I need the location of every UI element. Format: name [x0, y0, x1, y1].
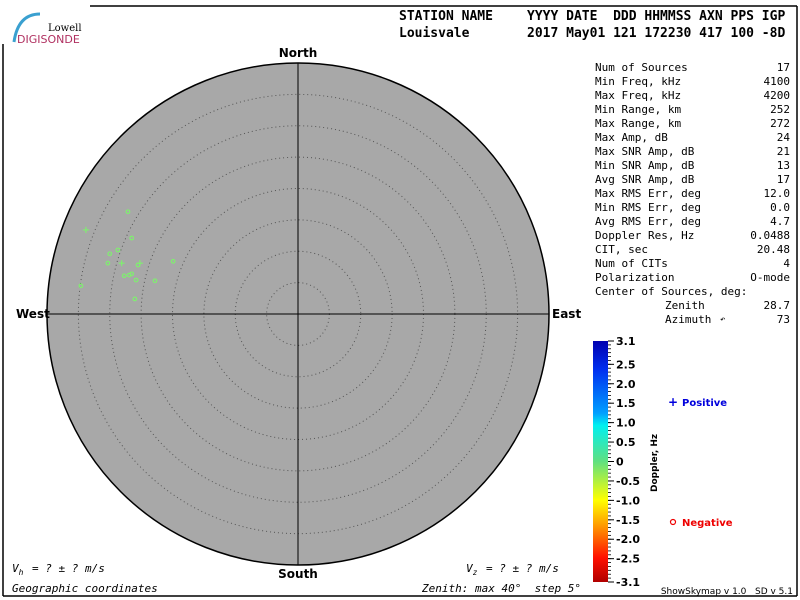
source-point-positive	[118, 260, 125, 267]
source-point-negative	[133, 277, 139, 283]
logo-line2: DIGISONDE	[17, 33, 80, 46]
header-values: 2017 May01 121 172230 417 100 -8D	[527, 26, 785, 41]
source-point-negative	[129, 235, 135, 241]
stat-label: Doppler Res, Hz	[595, 229, 694, 242]
stat-label: CIT, sec	[595, 243, 648, 256]
source-point-negative	[121, 273, 127, 279]
stat-value: 0.0488	[750, 229, 790, 242]
source-point-positive	[136, 260, 143, 267]
colorbar-tick-label: -2.0	[616, 533, 640, 546]
stat-label: Num of CITs	[595, 257, 668, 270]
stat-value: 252	[770, 103, 790, 116]
compass-north: North	[279, 46, 317, 60]
stat-value: 4	[783, 257, 790, 270]
source-point-negative	[115, 247, 121, 253]
center-label: Center of Sources, deg:	[595, 285, 747, 298]
header-station-label: STATION NAME	[399, 9, 493, 24]
version-label: ShowSkymap v 1.0 SD v 5.1	[661, 587, 793, 597]
stat-value: 20.48	[757, 243, 790, 256]
center-azimuth-label: Azimuth	[665, 313, 711, 326]
plus-icon: +	[668, 395, 678, 409]
colorbar-tick-label: -0.5	[616, 475, 640, 488]
stat-label: Avg RMS Err, deg	[595, 215, 701, 228]
colorbar-title: Doppler, Hz	[650, 434, 660, 492]
colorbar-ticks: 3.1 2.5 2.0 1.5 1.0 0.5 0 -0.5 -1.0 -1.5 -2.0 -2.5 -…	[608, 335, 640, 589]
stat-value: 21	[777, 145, 790, 158]
stat-label: Max Amp, dB	[595, 131, 668, 144]
compass-west: West	[16, 307, 50, 321]
center-zenith-value: 28.7	[764, 299, 791, 312]
source-point-negative	[132, 296, 138, 302]
compass-south: South	[278, 567, 318, 581]
source-point-negative	[107, 251, 113, 257]
header-columns-label: YYYY DATE DDD HHMMSS AXN PPS IGP	[527, 9, 785, 24]
center-azimuth-value: 73	[777, 313, 790, 326]
sources	[78, 209, 176, 302]
compass-east: East	[552, 307, 581, 321]
stat-label: Min RMS Err, deg	[595, 201, 701, 214]
stat-label: Max Range, km	[595, 117, 681, 130]
stat-value: 4.7	[770, 215, 790, 228]
vh-value: = ? ± ? m/s	[32, 562, 105, 575]
source-point-negative	[125, 209, 131, 215]
legend-positive: Positive	[682, 398, 727, 409]
stat-value: 4100	[764, 75, 791, 88]
azimuth-arrow-icon: ↶	[720, 315, 725, 325]
zenith-info: Zenith: max 40° step 5°	[421, 582, 581, 595]
stat-value: 17	[777, 61, 790, 74]
center-zenith-label: Zenith	[665, 299, 705, 312]
stat-value: 12.0	[764, 187, 791, 200]
vz-symbol: Vz	[466, 562, 478, 577]
vh-symbol: Vh	[12, 562, 24, 577]
stat-label: Max SNR Amp, dB	[595, 145, 695, 158]
lowell-digisonde-logo: Lowell DIGISONDE	[12, 12, 82, 46]
colorbar-tick-label: -2.5	[616, 553, 640, 566]
colorbar-tick-label: 3.1	[616, 335, 636, 348]
stat-label: Min SNR Amp, dB	[595, 159, 695, 172]
stat-value: 24	[777, 131, 791, 144]
header-station: Louisvale	[399, 26, 470, 41]
stat-value: 17	[777, 173, 790, 186]
stat-label: Avg SNR Amp, dB	[595, 173, 695, 186]
stat-label: Min Freq, kHz	[595, 75, 681, 88]
stat-value: 4200	[764, 89, 791, 102]
stat-label: Max Freq, kHz	[595, 89, 681, 102]
stat-value: 272	[770, 117, 790, 130]
source-point-positive	[82, 226, 89, 233]
colorbar-tick-label: 0.5	[616, 436, 636, 449]
circle-icon	[669, 518, 677, 526]
colorbar-tick-label: -1.0	[616, 494, 640, 507]
sky-map	[46, 62, 550, 566]
colorbar-tick-label: 1.0	[616, 417, 636, 430]
colorbar-tick-label: -3.1	[616, 576, 640, 589]
coords-label: Geographic coordinates	[12, 582, 158, 595]
stat-value: O-mode	[750, 271, 790, 284]
stat-label: Max RMS Err, deg	[595, 187, 701, 200]
colorbar-tick-label: 2.5	[616, 358, 636, 371]
stat-label: Polarization	[595, 271, 674, 284]
colorbar-tick-label: 0	[616, 456, 624, 469]
vz-value: = ? ± ? m/s	[486, 562, 559, 575]
doppler-colorbar	[593, 341, 608, 582]
source-point-negative	[170, 258, 176, 264]
source-point-negative	[105, 260, 111, 266]
stat-value: 13	[777, 159, 790, 172]
source-point-negative	[152, 278, 158, 284]
logo-line1: Lowell	[48, 23, 82, 34]
colorbar-tick-label: 2.0	[616, 378, 636, 391]
legend-negative: Negative	[682, 518, 733, 529]
frame	[2, 5, 798, 597]
source-point-negative	[78, 283, 84, 289]
colorbar-tick-label: -1.5	[616, 514, 640, 527]
stat-label: Num of Sources	[595, 61, 688, 74]
colorbar-tick-label: 1.5	[616, 397, 636, 410]
stat-label: Min Range, km	[595, 103, 681, 116]
stat-value: 0.0	[770, 201, 790, 214]
source-point-negative	[129, 271, 135, 277]
stats-panel: Num of Sources 17 Min Freq, kHz 4100 Max Fre…	[595, 61, 790, 284]
